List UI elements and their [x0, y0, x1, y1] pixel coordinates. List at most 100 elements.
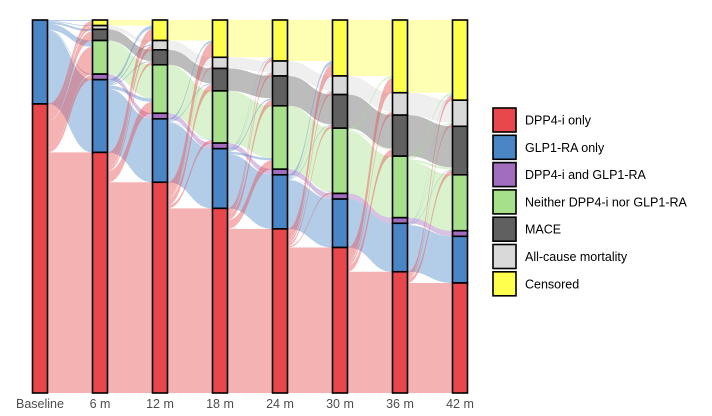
flow-neither-dpp4-i-nor-glp1-ra-to-neither-dpp4-i-nor-glp1-ra	[107, 40, 153, 99]
flow-glp1-ra-only-to-mace	[407, 169, 453, 226]
flow-glp1-ra-only-to-glp1-ra-only	[107, 89, 153, 183]
stratum-baseline-glp1-ra-only	[31, 19, 49, 105]
stratum-6-m-dpp4-i-and-glp1-ra	[91, 73, 109, 81]
flow-glp1-ra-only-to-glp1-ra-only	[227, 154, 273, 229]
stratum-12-m-neither-dpp4-i-nor-glp1-ra	[151, 63, 169, 115]
legend-label: DPP4-i only	[525, 114, 592, 128]
flow-dpp4-i-only-to-mace	[47, 31, 93, 121]
flow-dpp4-i-only-to-all-cause-mortality	[407, 124, 453, 279]
flow-glp1-ra-only-to-mace	[227, 98, 273, 152]
legend-label: DPP4-i and GLP1-RA	[525, 168, 647, 182]
flow-glp1-ra-only-to-neither-dpp4-i-nor-glp1-ra	[47, 23, 93, 47]
stratum-42-m-all-cause-mortality	[451, 99, 469, 128]
legend-key	[492, 161, 517, 188]
stratum-30-m-glp1-ra-only	[331, 198, 349, 249]
flow-dpp4-i-only-to-all-cause-mortality	[287, 91, 333, 244]
flow-glp1-ra-only-to-all-cause-mortality	[227, 72, 273, 151]
flow-censored-to-censored	[287, 20, 333, 62]
stratum-6-m-glp1-ra-only	[91, 78, 109, 154]
flow-glp1-ra-only-to-all-cause-mortality	[287, 90, 333, 180]
legend-item-neither-dpp4-i-nor-glp1-ra: Neither DPP4-i nor GLP1-RA	[492, 189, 688, 215]
x-tick-label: 42 m	[446, 397, 474, 411]
legend-label: All-cause mortality	[525, 250, 628, 264]
flow-glp1-ra-only-to-mace	[47, 21, 93, 32]
legend-item-censored: Censored	[492, 270, 579, 297]
stratum-36-m-dpp4-i-only	[391, 270, 409, 394]
flow-glp1-ra-only-to-neither-dpp4-i-nor-glp1-ra	[287, 179, 333, 193]
flow-dpp4-i-only-to-neither-dpp4-i-nor-glp1-ra	[167, 139, 213, 209]
legend-label: Censored	[525, 277, 579, 291]
stratum-6-m-dpp4-i-only	[91, 151, 109, 394]
stratum-layer	[31, 19, 469, 394]
stratum-42-m-glp1-ra-only	[451, 235, 469, 284]
stratum-12-m-all-cause-mortality	[151, 39, 169, 51]
stratum-24-m-all-cause-mortality	[271, 60, 289, 77]
flow-dpp4-i-only-to-dpp4-i-only	[287, 247, 333, 393]
flow-dpp4-i-only-to-dpp4-i-only	[407, 282, 453, 393]
stratum-24-m-dpp4-i-and-glp1-ra	[271, 168, 289, 176]
flow-censored-to-censored	[347, 20, 393, 76]
stratum-30-m-censored	[331, 19, 349, 77]
flow-glp1-ra-only-to-mace	[167, 83, 213, 123]
flow-glp1-ra-only-to-glp1-ra-only	[47, 31, 93, 153]
stratum-24-m-neither-dpp4-i-nor-glp1-ra	[271, 104, 289, 171]
flow-mace-to-mace	[407, 115, 453, 168]
flow-neither-dpp4-i-nor-glp1-ra-to-neither-dpp4-i-nor-glp1-ra	[167, 64, 213, 140]
flow-neither-dpp4-i-nor-glp1-ra-to-censored	[407, 92, 453, 159]
flow-all-cause-mortality-to-all-cause-mortality	[167, 40, 213, 67]
flow-glp1-ra-only-to-neither-dpp4-i-nor-glp1-ra	[107, 85, 153, 102]
stratum-36-m-dpp4-i-and-glp1-ra	[391, 216, 409, 225]
flow-glp1-ra-only-to-censored	[287, 61, 333, 179]
legend-key	[492, 107, 517, 133]
flow-neither-dpp4-i-nor-glp1-ra-to-mace	[407, 159, 453, 170]
stratum-18-m-mace	[211, 67, 229, 92]
stratum-30-m-all-cause-mortality	[331, 75, 349, 96]
flow-glp1-ra-only-to-censored	[47, 20, 93, 22]
stratum-6-m-neither-dpp4-i-nor-glp1-ra	[91, 39, 109, 75]
flow-dpp4-i-only-to-neither-dpp4-i-nor-glp1-ra	[227, 160, 273, 229]
flow-dpp4-i-only-to-all-cause-mortality	[107, 45, 153, 169]
flow-dpp4-i-only-to-neither-dpp4-i-nor-glp1-ra	[287, 192, 333, 248]
x-tick-label: 6 m	[90, 397, 111, 411]
flow-censored-to-censored	[107, 20, 153, 26]
stratum-6-m-censored	[91, 19, 109, 27]
flow-censored-to-censored	[407, 20, 453, 93]
flow-dpp4-i-and-glp1-ra-to-dpp4-i-and-glp1-ra	[167, 113, 213, 149]
legend-label: MACE	[525, 223, 561, 237]
flow-dpp4-i-only-to-dpp4-i-only	[47, 152, 93, 393]
stratum-42-m-dpp4-i-and-glp1-ra	[451, 229, 469, 238]
flow-dpp4-i-only-to-censored	[167, 42, 213, 197]
stratum-30-m-neither-dpp4-i-nor-glp1-ra	[331, 127, 349, 195]
legend-item-glp1-ra-only: GLP1-RA only	[492, 134, 605, 161]
flow-dpp4-i-only-to-censored	[287, 64, 333, 241]
flow-neither-dpp4-i-nor-glp1-ra-to-mace	[347, 130, 393, 150]
stratum-18-m-dpp4-i-and-glp1-ra	[211, 142, 229, 150]
stratum-18-m-all-cause-mortality	[211, 56, 229, 70]
stratum-24-m-mace	[271, 75, 289, 107]
flow-glp1-ra-only-to-mace	[107, 61, 153, 86]
stratum-42-m-dpp4-i-only	[451, 282, 469, 394]
flow-glp1-ra-only-to-censored	[107, 25, 153, 84]
stratum-36-m-censored	[391, 19, 409, 94]
flow-censored-to-censored	[227, 20, 273, 58]
flow-all-cause-mortality-to-all-cause-mortality	[347, 75, 393, 112]
flow-dpp4-i-only-to-dpp4-i-only	[227, 228, 273, 393]
stratum-12-m-glp1-ra-only	[151, 118, 169, 184]
flow-dpp4-i-only-to-mace	[107, 61, 153, 171]
flow-dpp4-i-only-to-censored	[407, 95, 453, 277]
flow-neither-dpp4-i-nor-glp1-ra-to-neither-dpp4-i-nor-glp1-ra	[407, 161, 453, 231]
flow-neither-dpp4-i-nor-glp1-ra-to-neither-dpp4-i-nor-glp1-ra	[347, 131, 393, 218]
flow-mace-to-mace	[167, 49, 213, 84]
flow-dpp4-i-only-to-mace	[407, 170, 453, 283]
flow-dpp4-i-only-to-all-cause-mortality	[167, 66, 213, 199]
legend-label: Neither DPP4-i nor GLP1-RA	[525, 195, 688, 209]
flow-dpp4-i-and-glp1-ra-to-dpp4-i-and-glp1-ra	[107, 74, 153, 119]
stratum-12-m-censored	[151, 19, 169, 42]
stratum-36-m-glp1-ra-only	[391, 222, 409, 273]
x-axis-ticks: Baseline 6 m 12 m 18 m 24 m 30 m 36 m 42 m	[16, 397, 474, 411]
flow-dpp4-i-only-to-censored	[227, 58, 273, 212]
legend-key	[492, 134, 517, 161]
flow-neither-dpp4-i-nor-glp1-ra-to-censored	[347, 75, 393, 131]
flow-glp1-ra-only-to-censored	[227, 57, 273, 150]
